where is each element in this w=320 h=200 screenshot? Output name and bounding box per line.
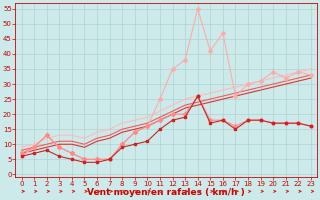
X-axis label: Vent moyen/en rafales ( km/h ): Vent moyen/en rafales ( km/h )	[87, 188, 245, 197]
